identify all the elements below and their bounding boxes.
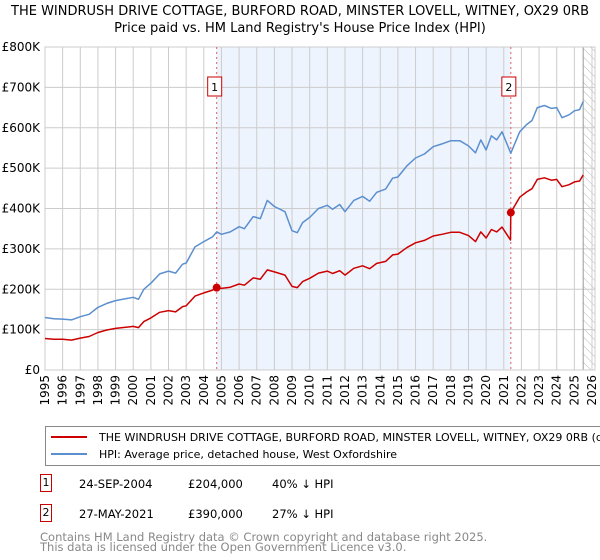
x-tick-label: 2025 [567, 375, 581, 406]
y-tick-label: £600K [2, 121, 42, 135]
price-chart: 1995 1996 1997 1998 1999 2000 2001 2002 2003 2004… [2, 40, 599, 406]
sale-date: 24-SEP-2004 [79, 477, 153, 491]
x-tick-label: 2021 [497, 375, 511, 406]
x-tick-label: 2024 [550, 375, 564, 406]
sale-number-badge: 2 [40, 504, 52, 522]
legend-swatch-red [51, 436, 87, 438]
x-tick-label: 2017 [426, 375, 440, 406]
x-tick-label: 2014 [373, 375, 387, 406]
y-tick-label: £800K [2, 40, 42, 54]
sale-point-1 [212, 283, 221, 292]
x-tick-label: 2002 [162, 375, 176, 406]
x-tick-label: 2011 [320, 375, 334, 406]
y-tick-label: £0 [25, 363, 40, 377]
sale-label-box-1 [207, 76, 223, 97]
x-tick-label: 2000 [126, 375, 140, 406]
sale-hpi-diff: 40% ↓ HPI [272, 477, 334, 491]
x-tick-label: 2020 [479, 375, 493, 406]
legend-item-property: THE WINDRUSH DRIVE COTTAGE, BURFORD ROAD… [51, 429, 600, 445]
sale-label-1: 1 [211, 81, 218, 94]
chart-title: THE WINDRUSH DRIVE COTTAGE, BURFORD ROAD… [11, 4, 589, 19]
x-tick-label: 1998 [91, 375, 105, 406]
legend-label: THE WINDRUSH DRIVE COTTAGE, BURFORD ROAD… [99, 430, 600, 444]
x-tick-label: 2007 [250, 375, 264, 406]
legend-item-hpi: HPI: Average price, detached house, West… [51, 446, 397, 462]
x-tick-label: 1999 [109, 375, 123, 406]
sale-price: £204,000 [188, 477, 243, 491]
x-tick-label: 1996 [56, 375, 70, 406]
legend: THE WINDRUSH DRIVE COTTAGE, BURFORD ROAD… [45, 426, 600, 466]
property-price-line [44, 174, 584, 341]
x-tick-label: 2003 [179, 375, 193, 406]
y-tick-label: £400K [2, 202, 42, 216]
x-tick-label: 2004 [197, 375, 211, 406]
x-tick-label: 2015 [391, 375, 405, 406]
x-tick-label: 2001 [144, 375, 158, 406]
legend-label: HPI: Average price, detached house, West… [99, 447, 398, 461]
x-tick-label: 2012 [338, 375, 352, 406]
footer-copyright: Contains HM Land Registry data © Crown c… [40, 530, 488, 544]
plot-frame [44, 46, 596, 371]
sale-label-box-2 [501, 76, 517, 97]
chart-subtitle: Price paid vs. HM Land Registry's House … [114, 21, 486, 36]
x-tick-label: 2013 [356, 375, 370, 406]
x-tick-label: 2026 [585, 375, 599, 406]
y-tick-label: £200K [2, 282, 42, 296]
x-tick-label: 1997 [73, 375, 87, 406]
sale-hpi-diff: 27% ↓ HPI [272, 507, 334, 521]
legend-swatch-blue [51, 453, 87, 455]
x-tick-label: 2022 [514, 375, 528, 406]
x-tick-label: 1995 [38, 375, 52, 406]
footer-licence: This data is licensed under the Open Gov… [40, 540, 407, 554]
sale-number-badge: 1 [40, 474, 52, 492]
x-tick-label: 2005 [214, 375, 228, 406]
y-tick-label: £500K [2, 161, 42, 175]
x-tick-label: 2008 [267, 375, 281, 406]
x-tick-label: 2006 [232, 375, 246, 406]
x-tick-label: 2018 [444, 375, 458, 406]
x-tick-label: 2009 [285, 375, 299, 406]
x-tick-label: 2019 [461, 375, 475, 406]
sale-date: 27-MAY-2021 [79, 507, 154, 521]
hpi-line [44, 101, 584, 321]
y-tick-label: £100K [2, 323, 42, 337]
sale-label-2: 2 [505, 81, 512, 94]
y-tick-label: £700K [2, 80, 42, 94]
x-tick-label: 2023 [532, 375, 546, 406]
y-tick-label: £300K [2, 242, 42, 256]
sale-point-2 [506, 208, 515, 217]
x-tick-label: 2016 [409, 375, 423, 406]
sale-price: £390,000 [188, 507, 243, 521]
x-tick-label: 2010 [303, 375, 317, 406]
